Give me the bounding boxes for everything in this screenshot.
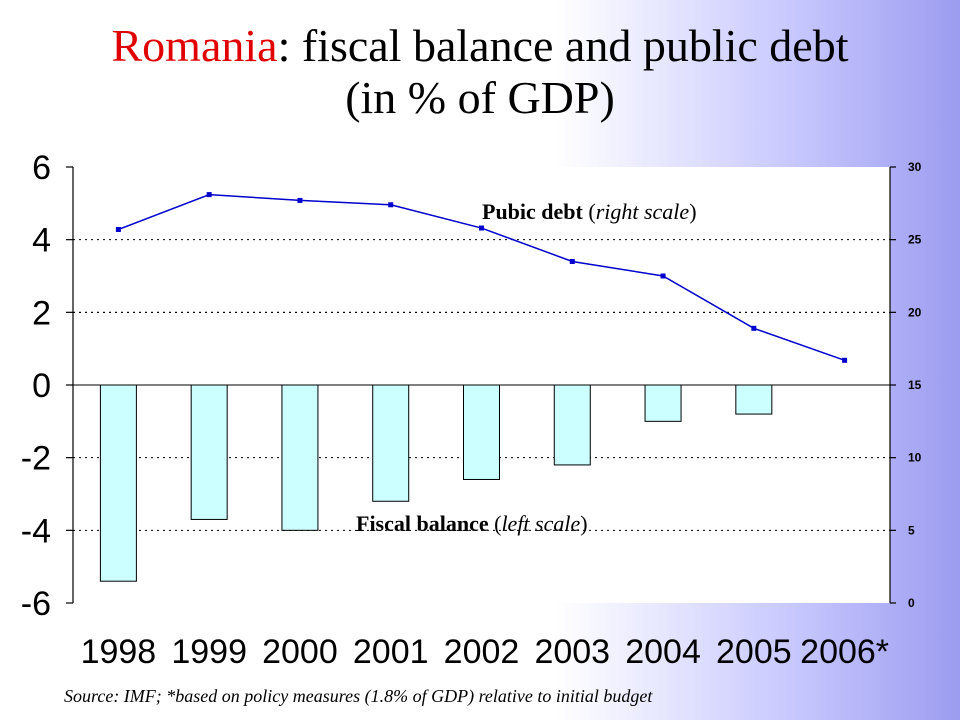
series-name: Pubic debt bbox=[482, 199, 588, 224]
right-tick-label: 0 bbox=[908, 596, 915, 610]
left-tick-label: -4 bbox=[21, 512, 51, 550]
point-public-debt bbox=[479, 225, 484, 231]
bar-fiscal-balance bbox=[190, 384, 228, 520]
series-scale-note: (right scale) bbox=[588, 199, 696, 224]
x-tick-label: 2001 bbox=[353, 633, 429, 671]
x-tick-label: 2003 bbox=[534, 633, 610, 671]
x-tick-label: 2002 bbox=[444, 633, 520, 671]
left-tick-label: 2 bbox=[32, 294, 51, 332]
series-scale-note: (left scale) bbox=[494, 511, 587, 536]
point-public-debt bbox=[297, 197, 303, 203]
x-tick-label: 2006* bbox=[800, 633, 889, 671]
series-label-1: Pubic debt (right scale) bbox=[482, 199, 697, 224]
right-tick-label: 20 bbox=[908, 305, 922, 319]
bar-fiscal-balance bbox=[99, 384, 137, 582]
x-tick-label: 1999 bbox=[171, 633, 247, 671]
left-tick-label: 6 bbox=[32, 149, 51, 187]
x-tick-label: 2000 bbox=[262, 633, 338, 671]
left-tick-label: 4 bbox=[32, 222, 51, 260]
left-tick-label: -6 bbox=[21, 585, 51, 623]
point-public-debt bbox=[660, 273, 666, 279]
series-name: Fiscal balance bbox=[356, 511, 494, 536]
title-line1-rest: : fiscal balance and public debt bbox=[277, 20, 849, 71]
point-public-debt bbox=[842, 357, 848, 363]
bar-fiscal-balance bbox=[463, 384, 500, 480]
right-tick-label: 30 bbox=[908, 160, 922, 174]
point-public-debt bbox=[751, 325, 757, 331]
bar-fiscal-balance bbox=[735, 384, 773, 415]
x-tick-label: 2005 bbox=[716, 633, 792, 671]
right-tick-label: 5 bbox=[908, 523, 915, 537]
bar-fiscal-balance bbox=[372, 384, 410, 502]
right-tick-label: 25 bbox=[908, 233, 922, 247]
bar-fiscal-balance bbox=[644, 384, 682, 422]
title-line2: (in % of GDP) bbox=[345, 72, 615, 123]
series-label-0: Fiscal balance (left scale) bbox=[356, 511, 588, 536]
left-tick-label: -2 bbox=[21, 440, 51, 478]
right-tick-label: 10 bbox=[908, 451, 922, 465]
x-tick-label: 1998 bbox=[81, 633, 157, 671]
point-public-debt bbox=[206, 192, 212, 198]
left-tick-label: 0 bbox=[32, 367, 51, 405]
bar-fiscal-balance bbox=[553, 384, 591, 466]
bar-fiscal-balance bbox=[281, 384, 319, 531]
right-tick-label: 15 bbox=[908, 378, 922, 392]
source-note: Source: IMF; *based on policy measures (… bbox=[64, 686, 653, 706]
point-public-debt bbox=[388, 202, 394, 208]
point-public-debt bbox=[569, 258, 575, 264]
point-public-debt bbox=[115, 226, 121, 232]
x-tick-label: 2004 bbox=[625, 633, 701, 671]
title-highlight: Romania bbox=[111, 20, 278, 71]
page-title: Romania: fiscal balance and public debt … bbox=[0, 20, 960, 124]
